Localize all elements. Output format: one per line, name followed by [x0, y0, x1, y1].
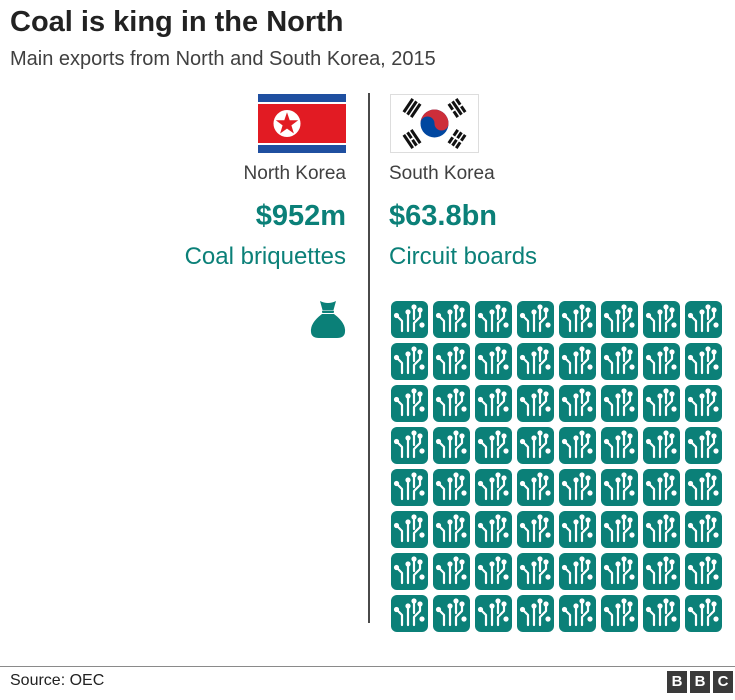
circuit-board-icon: [475, 427, 512, 464]
circuit-board-icon: [391, 469, 428, 506]
circuit-board-icon: [559, 385, 596, 422]
north-korea-export-value: $952m: [255, 200, 346, 232]
circuit-board-icon: [391, 427, 428, 464]
circuit-board-icon: [643, 553, 680, 590]
circuit-board-icon: [643, 301, 680, 338]
circuit-board-icon: [517, 343, 554, 380]
circuit-board-icon: [433, 553, 470, 590]
circuit-board-icon: [643, 343, 680, 380]
circuit-board-icon: [433, 385, 470, 422]
circuit-board-icon: [559, 301, 596, 338]
circuit-board-icon: [433, 511, 470, 548]
circuit-board-icon: [391, 301, 428, 338]
circuit-board-icon: [643, 595, 680, 632]
circuit-board-icon: [433, 427, 470, 464]
coal-bag-icon: [310, 301, 346, 338]
circuit-board-icon: [601, 469, 638, 506]
circuit-board-icon: [475, 595, 512, 632]
bbc-logo-letter: B: [690, 671, 710, 693]
circuit-board-icon: [685, 595, 722, 632]
south-korea-product: Circuit boards: [389, 243, 538, 270]
circuit-board-icon: [601, 595, 638, 632]
circuit-board-icon: [391, 385, 428, 422]
circuit-board-icon: [559, 343, 596, 380]
circuit-board-icon: [517, 385, 554, 422]
circuit-board-icon: [601, 427, 638, 464]
circuit-board-icon: [601, 511, 638, 548]
north-korea-label: North Korea: [243, 163, 346, 184]
circuit-board-icon: [643, 385, 680, 422]
circuit-board-icon: [685, 427, 722, 464]
footer-divider: [0, 666, 735, 667]
circuit-board-icon: [685, 553, 722, 590]
circuit-board-icon: [685, 301, 722, 338]
circuit-board-icon: [685, 343, 722, 380]
chart-title: Coal is king in the North: [10, 6, 344, 38]
circuit-board-icon: [433, 595, 470, 632]
south-korea-flag-icon: [390, 94, 479, 153]
circuit-board-icon: [559, 595, 596, 632]
circuit-board-icon: [475, 343, 512, 380]
circuit-board-icon: [517, 301, 554, 338]
chart-subtitle: Main exports from North and South Korea,…: [10, 48, 436, 70]
circuit-board-icon: [475, 301, 512, 338]
circuit-board-icon: [601, 301, 638, 338]
south-korea-label: South Korea: [389, 163, 495, 184]
circuit-board-icon: [391, 343, 428, 380]
north-korea-flag-icon: [258, 94, 346, 153]
circuit-board-icon: [517, 553, 554, 590]
circuit-board-icon: [433, 301, 470, 338]
circuit-board-icon: [559, 553, 596, 590]
circuit-board-icon: [475, 469, 512, 506]
circuit-board-icon: [517, 511, 554, 548]
circuit-board-icon: [517, 469, 554, 506]
north-korea-product: Coal briquettes: [184, 243, 346, 270]
bbc-logo-letter: B: [667, 671, 687, 693]
circuit-board-icon: [685, 385, 722, 422]
circuit-board-icon: [517, 595, 554, 632]
bbc-logo-letter: C: [713, 671, 733, 693]
circuit-board-icon: [433, 343, 470, 380]
column-divider: [368, 93, 370, 623]
circuit-board-icon: [601, 553, 638, 590]
circuit-board-grid: [391, 301, 723, 632]
circuit-board-icon: [391, 595, 428, 632]
circuit-board-icon: [475, 511, 512, 548]
circuit-board-icon: [433, 469, 470, 506]
bbc-logo: B B C: [667, 671, 733, 693]
circuit-board-icon: [391, 553, 428, 590]
circuit-board-icon: [685, 511, 722, 548]
circuit-board-icon: [643, 511, 680, 548]
circuit-board-icon: [559, 511, 596, 548]
circuit-board-icon: [601, 385, 638, 422]
circuit-board-icon: [601, 343, 638, 380]
circuit-board-icon: [475, 553, 512, 590]
circuit-board-icon: [685, 469, 722, 506]
circuit-board-icon: [475, 385, 512, 422]
circuit-board-icon: [517, 427, 554, 464]
south-korea-export-value: $63.8bn: [389, 200, 497, 232]
circuit-board-icon: [643, 427, 680, 464]
circuit-board-icon: [559, 469, 596, 506]
circuit-board-icon: [391, 511, 428, 548]
circuit-board-icon: [643, 469, 680, 506]
circuit-board-icon: [559, 427, 596, 464]
source-note: Source: OEC: [10, 672, 105, 689]
